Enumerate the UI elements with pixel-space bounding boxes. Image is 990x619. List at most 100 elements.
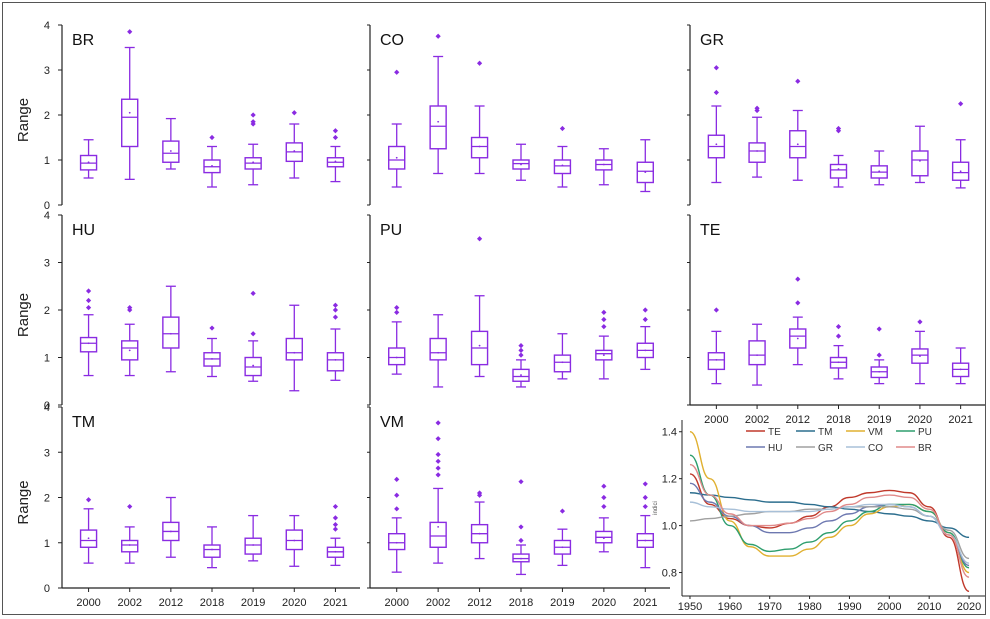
box-2012 <box>470 60 489 175</box>
iqr-box <box>512 159 530 170</box>
box-2018 <box>512 479 530 576</box>
box-2012 <box>470 236 489 378</box>
box-2018 <box>512 343 530 388</box>
x-tick-label: 2012 <box>786 414 810 426</box>
iqr-box <box>789 328 807 349</box>
mean-dot <box>169 332 172 335</box>
panel-title: TM <box>72 414 95 431</box>
iqr-box <box>388 145 406 170</box>
mean-dot <box>919 355 921 357</box>
outlier-point <box>435 465 441 471</box>
iqr-box <box>829 163 848 179</box>
outlier-point <box>917 319 923 325</box>
x-tick-label: 1970 <box>757 601 781 613</box>
x-tick-label: 2020 <box>282 597 306 609</box>
mean-dot <box>252 364 255 367</box>
outlier-point <box>958 101 964 107</box>
box-2000 <box>388 476 406 573</box>
x-tick-label: 2000 <box>76 597 100 609</box>
mean-dot <box>644 539 647 542</box>
iqr-box <box>470 136 489 159</box>
series-line-pu <box>689 454 970 569</box>
box-2012 <box>789 276 807 366</box>
x-tick-label: 2012 <box>467 597 491 609</box>
box-2021 <box>636 307 654 371</box>
outlier-point <box>559 125 566 132</box>
mean-dot <box>395 541 398 544</box>
iqr-box <box>121 340 139 361</box>
outlier-point <box>209 134 215 141</box>
outlier-point <box>795 300 801 306</box>
y-tick-label: 2 <box>44 305 50 317</box>
mean-dot <box>715 358 718 361</box>
iqr-box <box>748 340 766 366</box>
panel-title: GR <box>700 32 724 49</box>
outlier-point <box>250 331 256 337</box>
outlier-point <box>713 89 719 96</box>
mean-dot <box>756 150 758 152</box>
mean-dot <box>87 161 90 164</box>
box-2000 <box>79 497 98 564</box>
y-tick-label: 1.2 <box>662 474 677 486</box>
outlier-point <box>332 314 339 320</box>
mean-dot <box>644 349 647 352</box>
mean-dot <box>395 156 398 159</box>
outlier-point <box>518 347 524 353</box>
outlier-point <box>642 494 648 501</box>
y-tick-label: 3 <box>44 258 50 270</box>
box-2021 <box>326 128 345 183</box>
outlier-point <box>250 119 256 125</box>
mean-dot <box>561 164 564 167</box>
mean-dot <box>293 150 296 152</box>
iqr-box <box>121 539 139 553</box>
box-2021 <box>951 347 970 385</box>
y-tick-label: 3 <box>44 65 50 77</box>
mean-dot <box>293 539 296 542</box>
outlier-point <box>332 515 339 521</box>
box-2018 <box>829 324 848 380</box>
x-tick-label: 2000 <box>877 601 901 613</box>
x-tick-label: 2002 <box>117 597 141 609</box>
outlier-point <box>876 326 882 332</box>
panel-title: TE <box>700 222 720 239</box>
iqr-box <box>79 336 98 353</box>
iqr-box <box>388 533 406 551</box>
outlier-point <box>476 490 483 496</box>
y-tick-label: 2 <box>44 110 50 122</box>
mean-dot <box>561 361 564 364</box>
box-2000 <box>707 65 726 184</box>
x-tick-label: 2019 <box>550 597 574 609</box>
x-tick-label: 1950 <box>678 601 702 613</box>
box-2000 <box>707 307 726 385</box>
box-2020 <box>285 514 303 567</box>
box-2002 <box>748 105 766 178</box>
outlier-point <box>250 112 256 118</box>
iqr-box <box>162 316 180 349</box>
mean-dot <box>837 168 840 170</box>
x-tick-label: 2019 <box>867 414 891 426</box>
x-tick-label: 2002 <box>426 597 450 609</box>
outlier-point <box>476 60 483 66</box>
y-tick-label: 0 <box>44 583 50 595</box>
legend-label-te: TE <box>768 427 781 438</box>
outlier-point <box>835 125 842 132</box>
box-2018 <box>203 325 221 378</box>
iqr-box <box>429 105 447 150</box>
iqr-box <box>512 368 530 382</box>
x-tick-label: 2018 <box>200 597 224 609</box>
box-2021 <box>326 302 345 381</box>
box-2019 <box>870 326 888 385</box>
mean-dot <box>715 143 718 146</box>
iqr-box <box>636 161 654 184</box>
y-tick-label: 1 <box>44 155 50 167</box>
outlier-point <box>332 302 339 308</box>
x-tick-label: 2019 <box>241 597 265 609</box>
mean-dot <box>169 530 172 533</box>
legend-label-hu: HU <box>768 443 782 454</box>
mean-dot <box>602 354 605 357</box>
x-tick-label: 2021 <box>948 414 972 426</box>
box-2012 <box>162 285 180 373</box>
outlier-point <box>85 497 92 503</box>
box-2000 <box>388 69 406 188</box>
x-tick-label: 1980 <box>797 601 821 613</box>
